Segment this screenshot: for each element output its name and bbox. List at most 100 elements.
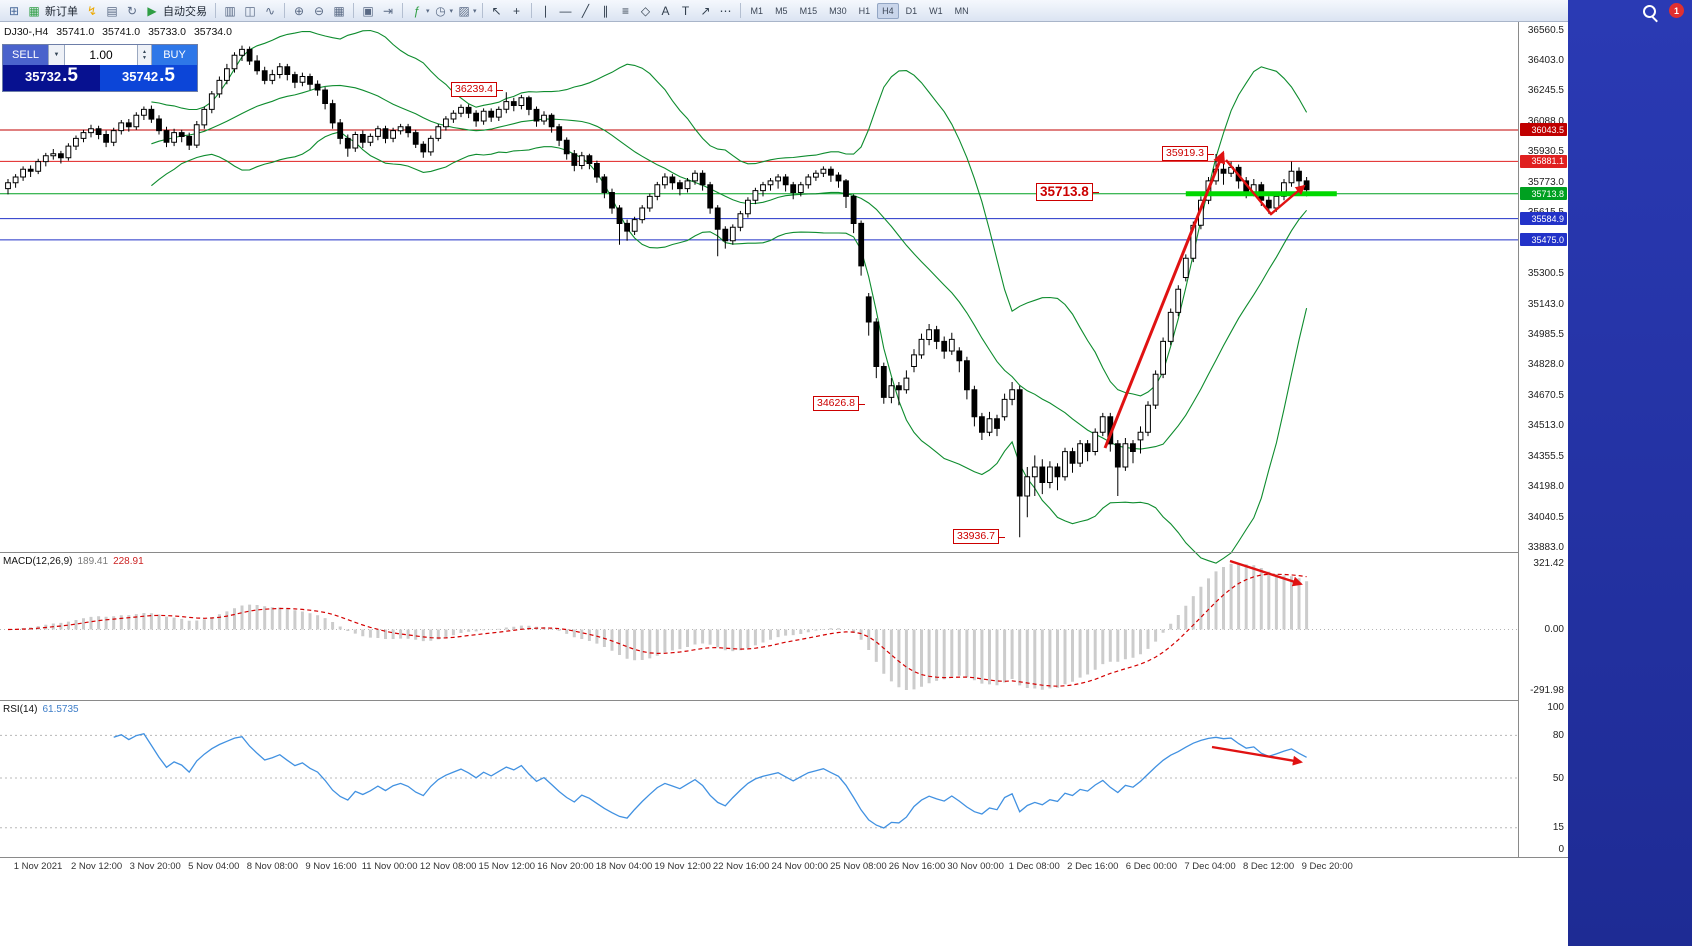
- autotrade-icon[interactable]: ▶: [147, 3, 157, 18]
- price-axis: 36560.5 36403.0 36245.5 36088.0 35930.5 35773…: [1518, 22, 1569, 857]
- time-axis-label: 7 Dec 04:00: [1184, 861, 1236, 872]
- autotrade-label[interactable]: 自动交易: [163, 5, 207, 18]
- volume-dropdown[interactable]: ▼: [48, 45, 65, 65]
- indicators-caret[interactable]: ▾: [426, 7, 430, 15]
- price-axis-label: 35773.0: [1527, 176, 1564, 188]
- price-axis-badge: 35475.0: [1520, 233, 1567, 247]
- time-axis-label: 26 Nov 16:00: [888, 861, 946, 872]
- timeframe-button-m15[interactable]: M15: [799, 5, 818, 16]
- macd-arrow[interactable]: [1229, 559, 1303, 587]
- panel-divider[interactable]: [0, 552, 1568, 553]
- templates-icon[interactable]: ▨: [458, 3, 470, 18]
- auto-arrange-icon[interactable]: ▣: [362, 3, 374, 18]
- cursor-icon[interactable]: ↖: [491, 3, 502, 18]
- time-axis-label: 12 Nov 08:00: [419, 861, 477, 872]
- bollinger-band-middle: [151, 84, 1308, 450]
- tile-windows-icon[interactable]: ▦: [333, 3, 345, 18]
- timeframe-button-d1[interactable]: D1: [905, 5, 918, 16]
- trend-arrow-up[interactable]: [1103, 150, 1226, 449]
- price-annotation[interactable]: 35713.8: [1036, 183, 1099, 201]
- rsi-name: RSI(14): [3, 704, 38, 715]
- arrows-icon[interactable]: ↗: [700, 3, 711, 18]
- lightning-icon[interactable]: ↯: [86, 3, 98, 18]
- price-annotation[interactable]: 35919.3: [1162, 146, 1214, 161]
- rsi-line: [113, 733, 1307, 829]
- time-axis-label: 1 Dec 08:00: [1008, 861, 1060, 872]
- volume-input[interactable]: 1.00: [65, 45, 137, 65]
- timeframe-button-h4[interactable]: H4: [877, 2, 899, 19]
- price-annotation[interactable]: 34626.8: [813, 396, 865, 411]
- timeframe-button-mn[interactable]: MN: [954, 5, 969, 16]
- time-axis-label: 1 Nov 2021: [13, 861, 63, 872]
- time-axis-label: 15 Nov 12:00: [478, 861, 536, 872]
- macd-axis-label: 321.42: [1533, 557, 1564, 569]
- channel-icon[interactable]: ∥: [602, 3, 609, 18]
- pullback-arrow[interactable]: [1225, 159, 1306, 216]
- buy-button[interactable]: 35742 .5: [100, 65, 197, 91]
- toolbar-separator: [353, 3, 354, 18]
- buy-label: BUY: [152, 45, 197, 65]
- macd-name: MACD(12,26,9): [3, 556, 73, 567]
- shapes-icon[interactable]: ◇: [640, 3, 651, 18]
- rsi-label: RSI(14) 61.5735: [3, 704, 79, 715]
- ohlc-open: 35741.0: [56, 26, 95, 38]
- time-axis-label: 6 Dec 00:00: [1125, 861, 1178, 872]
- new-order-label[interactable]: 新订单: [45, 5, 78, 18]
- templates-caret[interactable]: ▾: [473, 7, 477, 15]
- time-axis-label: 11 Nov 00:00: [361, 861, 418, 872]
- more-tools-icon[interactable]: ⋯: [719, 3, 732, 18]
- zoom-in-icon[interactable]: ⊕: [293, 3, 305, 18]
- volume-up-icon[interactable]: ▲: [142, 49, 147, 55]
- rsi-axis-label: 15: [1552, 822, 1564, 834]
- time-axis-label: 2 Dec 16:00: [1067, 861, 1119, 872]
- crosshair-icon[interactable]: +: [513, 3, 521, 18]
- timeframe-button-w1[interactable]: W1: [929, 5, 943, 16]
- search-icon[interactable]: [1643, 5, 1656, 18]
- label-icon[interactable]: T: [681, 3, 690, 18]
- fibonacci-icon[interactable]: ≡: [622, 3, 630, 18]
- time-axis-label: 25 Nov 08:00: [830, 861, 887, 872]
- periods-icon[interactable]: ◷: [435, 3, 446, 18]
- time-axis-label: 16 Nov 20:00: [537, 861, 594, 872]
- rsi-axis-label: 80: [1552, 729, 1564, 741]
- panel-divider: [0, 857, 1568, 858]
- macd-signal-line: [7, 573, 1307, 687]
- volume-stepper[interactable]: ▲ ▼: [137, 45, 152, 65]
- price-axis-label: 34985.5: [1527, 329, 1564, 340]
- right-sidebar: 1: [1568, 0, 1692, 946]
- vertical-line-icon[interactable]: ∣: [542, 3, 549, 18]
- new-order-icon[interactable]: ▦: [28, 3, 40, 18]
- toolbar: ⊞ ▦ 新订单 ↯ ▤ ↻ ▶ 自动交易 ▥ ◫ ∿ ⊕ ⊖ ▦ ▣ ⇥ ƒ ▾ ◷ ▾ ▨ ▾ ↖ + ∣ — ╱ ∥ ≡ ◇ A T ↗ ⋯ M…: [0, 0, 1692, 22]
- macd-axis-label: -291.98: [1530, 684, 1564, 696]
- trendline-icon[interactable]: ╱: [581, 3, 590, 18]
- sell-price-fraction: .5: [62, 65, 78, 86]
- horizontal-line-icon[interactable]: —: [559, 3, 572, 18]
- indicators-icon[interactable]: ƒ: [413, 3, 421, 18]
- line-chart-icon[interactable]: ∿: [264, 3, 276, 18]
- timeframe-button-h1[interactable]: H1: [858, 5, 871, 16]
- notification-badge[interactable]: 1: [1669, 3, 1684, 18]
- ohlc-low: 35733.0: [148, 26, 187, 38]
- text-icon[interactable]: A: [661, 3, 670, 18]
- panel-divider[interactable]: [0, 700, 1568, 701]
- price-annotation[interactable]: 33936.7: [953, 529, 1005, 544]
- rsi-arrow[interactable]: [1211, 745, 1303, 766]
- bar-chart-icon[interactable]: ▥: [224, 3, 236, 18]
- periods-caret[interactable]: ▾: [449, 7, 454, 15]
- zoom-out-icon[interactable]: ⊖: [313, 3, 325, 18]
- price-axis-label: 34040.5: [1527, 511, 1564, 523]
- print-icon[interactable]: ▤: [106, 3, 118, 18]
- rsi-axis-label: 0: [1558, 843, 1564, 855]
- sell-button[interactable]: 35732 .5: [3, 65, 100, 91]
- volume-down-icon[interactable]: ▼: [142, 55, 147, 61]
- timeframe-button-m1[interactable]: M1: [750, 5, 764, 16]
- timeframe-button-m30[interactable]: M30: [829, 5, 847, 16]
- refresh-icon[interactable]: ↻: [126, 3, 138, 18]
- new-chart-icon[interactable]: ⊞: [8, 3, 20, 18]
- candlestick-chart-icon[interactable]: ◫: [244, 3, 256, 18]
- price-axis-label: 35930.5: [1527, 146, 1564, 158]
- chart-shift-icon[interactable]: ⇥: [382, 3, 394, 18]
- timeframe-button-m5[interactable]: M5: [775, 5, 788, 16]
- time-axis-label: 8 Nov 08:00: [246, 861, 299, 872]
- price-annotation[interactable]: 36239.4: [451, 82, 503, 97]
